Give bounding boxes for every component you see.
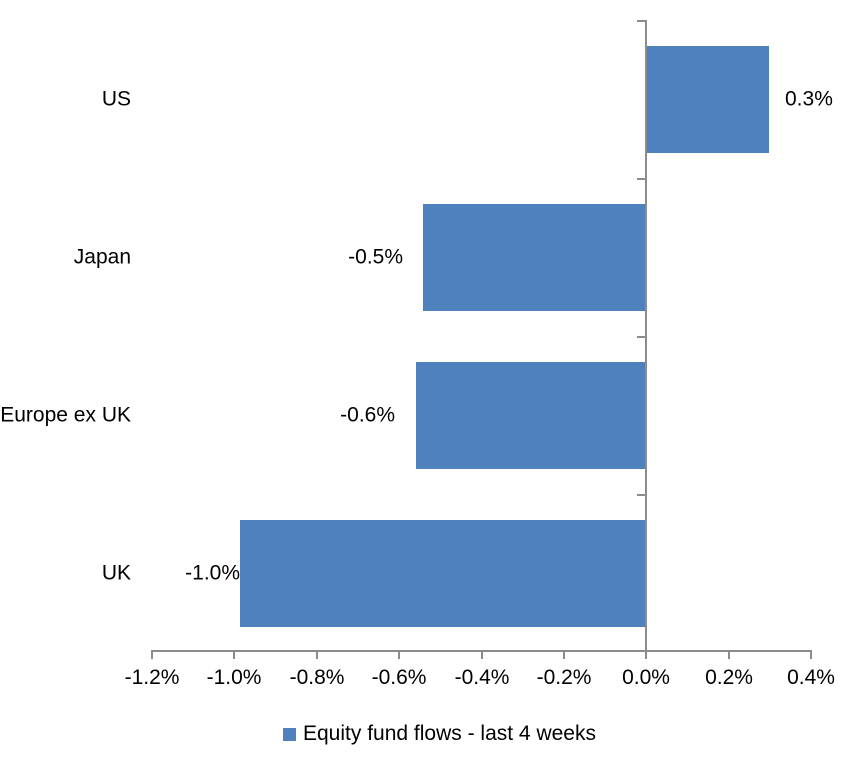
x-tick-label-1-2: -1.2% <box>124 666 180 689</box>
x-axis-tick <box>151 652 153 659</box>
x-tick-label-0-2: -0.2% <box>536 666 592 689</box>
bar-us <box>647 46 769 153</box>
category-label-uk: UK <box>101 561 131 585</box>
bar-japan <box>423 204 645 311</box>
x-axis-tick <box>316 652 318 659</box>
x-axis-tick <box>481 652 483 659</box>
value-label-us: 0.3% <box>785 87 833 111</box>
y-axis-line <box>645 20 647 652</box>
x-tick-label-1-0: -1.0% <box>206 666 262 689</box>
x-tick-label-0-4: -0.4% <box>454 666 510 689</box>
bar-europe-ex-uk <box>416 362 645 469</box>
x-axis-tick <box>728 652 730 659</box>
x-tick-label-0-8: -0.8% <box>289 666 345 689</box>
y-axis-tick <box>637 336 645 338</box>
category-label-europe-ex-uk: Europe ex UK <box>0 403 131 427</box>
y-axis-tick <box>637 178 645 180</box>
y-axis-tick <box>637 20 645 22</box>
x-axis-tick <box>645 652 647 659</box>
x-tick-label-0-0: 0.0% <box>622 666 670 689</box>
legend-series-marker-icon <box>283 727 296 741</box>
value-label-uk: -1.0% <box>185 561 240 585</box>
x-axis-tick <box>810 652 812 659</box>
legend-label: Equity fund flows - last 4 weeks <box>303 722 596 745</box>
x-tick-label-0-6: -0.6% <box>371 666 427 689</box>
x-axis-line <box>151 650 812 652</box>
category-label-us: US <box>101 87 131 111</box>
bar-uk <box>240 520 645 627</box>
x-tick-label-0-4: 0.4% <box>787 666 835 689</box>
value-label-japan: -0.5% <box>348 245 403 269</box>
value-label-europe-ex-uk: -0.6% <box>340 403 395 427</box>
category-label-japan: Japan <box>73 245 131 269</box>
x-axis-tick <box>233 652 235 659</box>
x-axis-tick <box>563 652 565 659</box>
legend: Equity fund flows - last 4 weeks <box>283 722 596 746</box>
y-axis-tick <box>637 494 645 496</box>
x-axis-tick <box>398 652 400 659</box>
x-tick-label-0-2: 0.2% <box>705 666 753 689</box>
